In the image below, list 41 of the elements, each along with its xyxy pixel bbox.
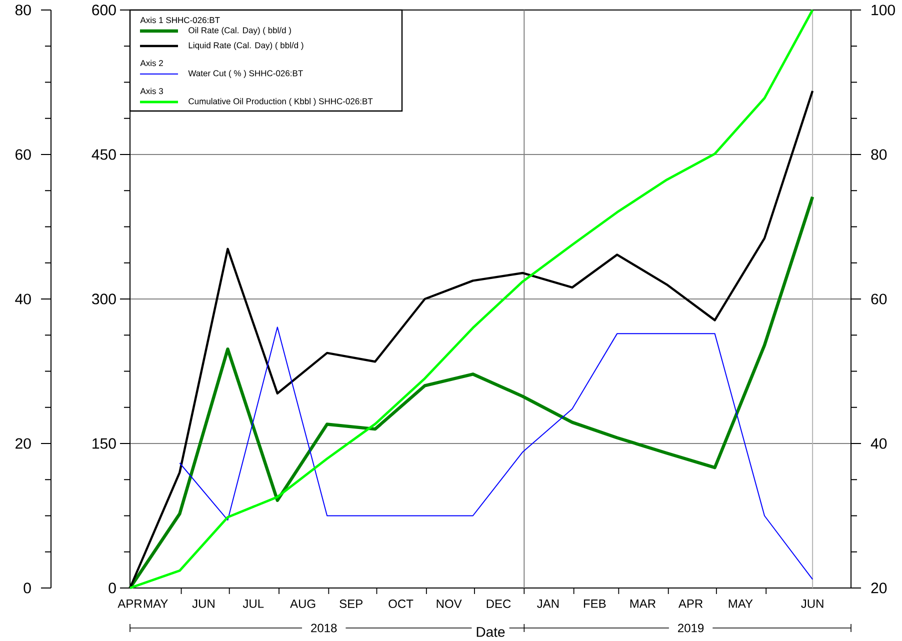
y-tick-label: 300 [92,294,116,304]
legend-label: Oil Rate (Cal. Day) ( bbl/d ) [188,27,291,35]
x-tick-label: OCT [388,600,414,608]
y3-tick-label: 100 [872,4,895,16]
y2-tick-label: 80 [15,4,31,16]
x2-tick-label: 2019 [678,624,704,632]
annotation: Axis 1 SHHC-026:BT [140,16,220,24]
y-tick-label: 150 [92,438,116,449]
x-axis-title: Date [476,627,505,637]
x-tick-label: APR [118,600,142,608]
y2-tick-label: 20 [16,438,31,449]
y3-tick-label: 20 [871,582,887,594]
x-tick-label: SEP [340,600,362,608]
x-tick-label: FEB [584,600,606,608]
x-tick-label: JUL [242,600,264,608]
x-tick-label: MAY [144,600,168,608]
y2-tick-label: 0 [24,582,31,594]
x-tick-label: JUN [192,600,214,608]
annotation: Axis 2 [140,60,163,66]
x-tick-label: MAY [728,600,753,608]
x-tick-label: JUN [801,600,824,608]
y-tick-label: 600 [92,4,116,16]
legend-label: Liquid Rate (Cal. Day) ( bbl/d ) [188,42,304,50]
x-tick-label: DEC [486,600,511,608]
y3-tick-label: 40 [870,438,887,449]
y-tick-label: 450 [92,149,116,160]
x2-tick-label: 2018 [311,624,337,632]
y3-tick-label: 80 [871,149,887,160]
y2-tick-label: 60 [16,149,31,160]
x-tick-label: AUG [290,600,316,608]
y-tick-label: 0 [108,582,116,594]
line-series [128,195,814,590]
y3-tick-label: 60 [871,294,887,304]
x-tick-label: JAN [537,600,559,608]
legend-label: Cumulative Oil Production ( Kbbl ) SHHC-026:BT [188,98,373,106]
x-tick-label: MAR [630,600,656,608]
x-tick-label: NOV [436,600,462,608]
annotation: Axis 3 [140,88,163,94]
legend-label: Water Cut ( % ) SHHC-026:BT [188,70,303,78]
y2-tick-label: 40 [15,294,31,304]
x-tick-label: APR [678,600,703,608]
